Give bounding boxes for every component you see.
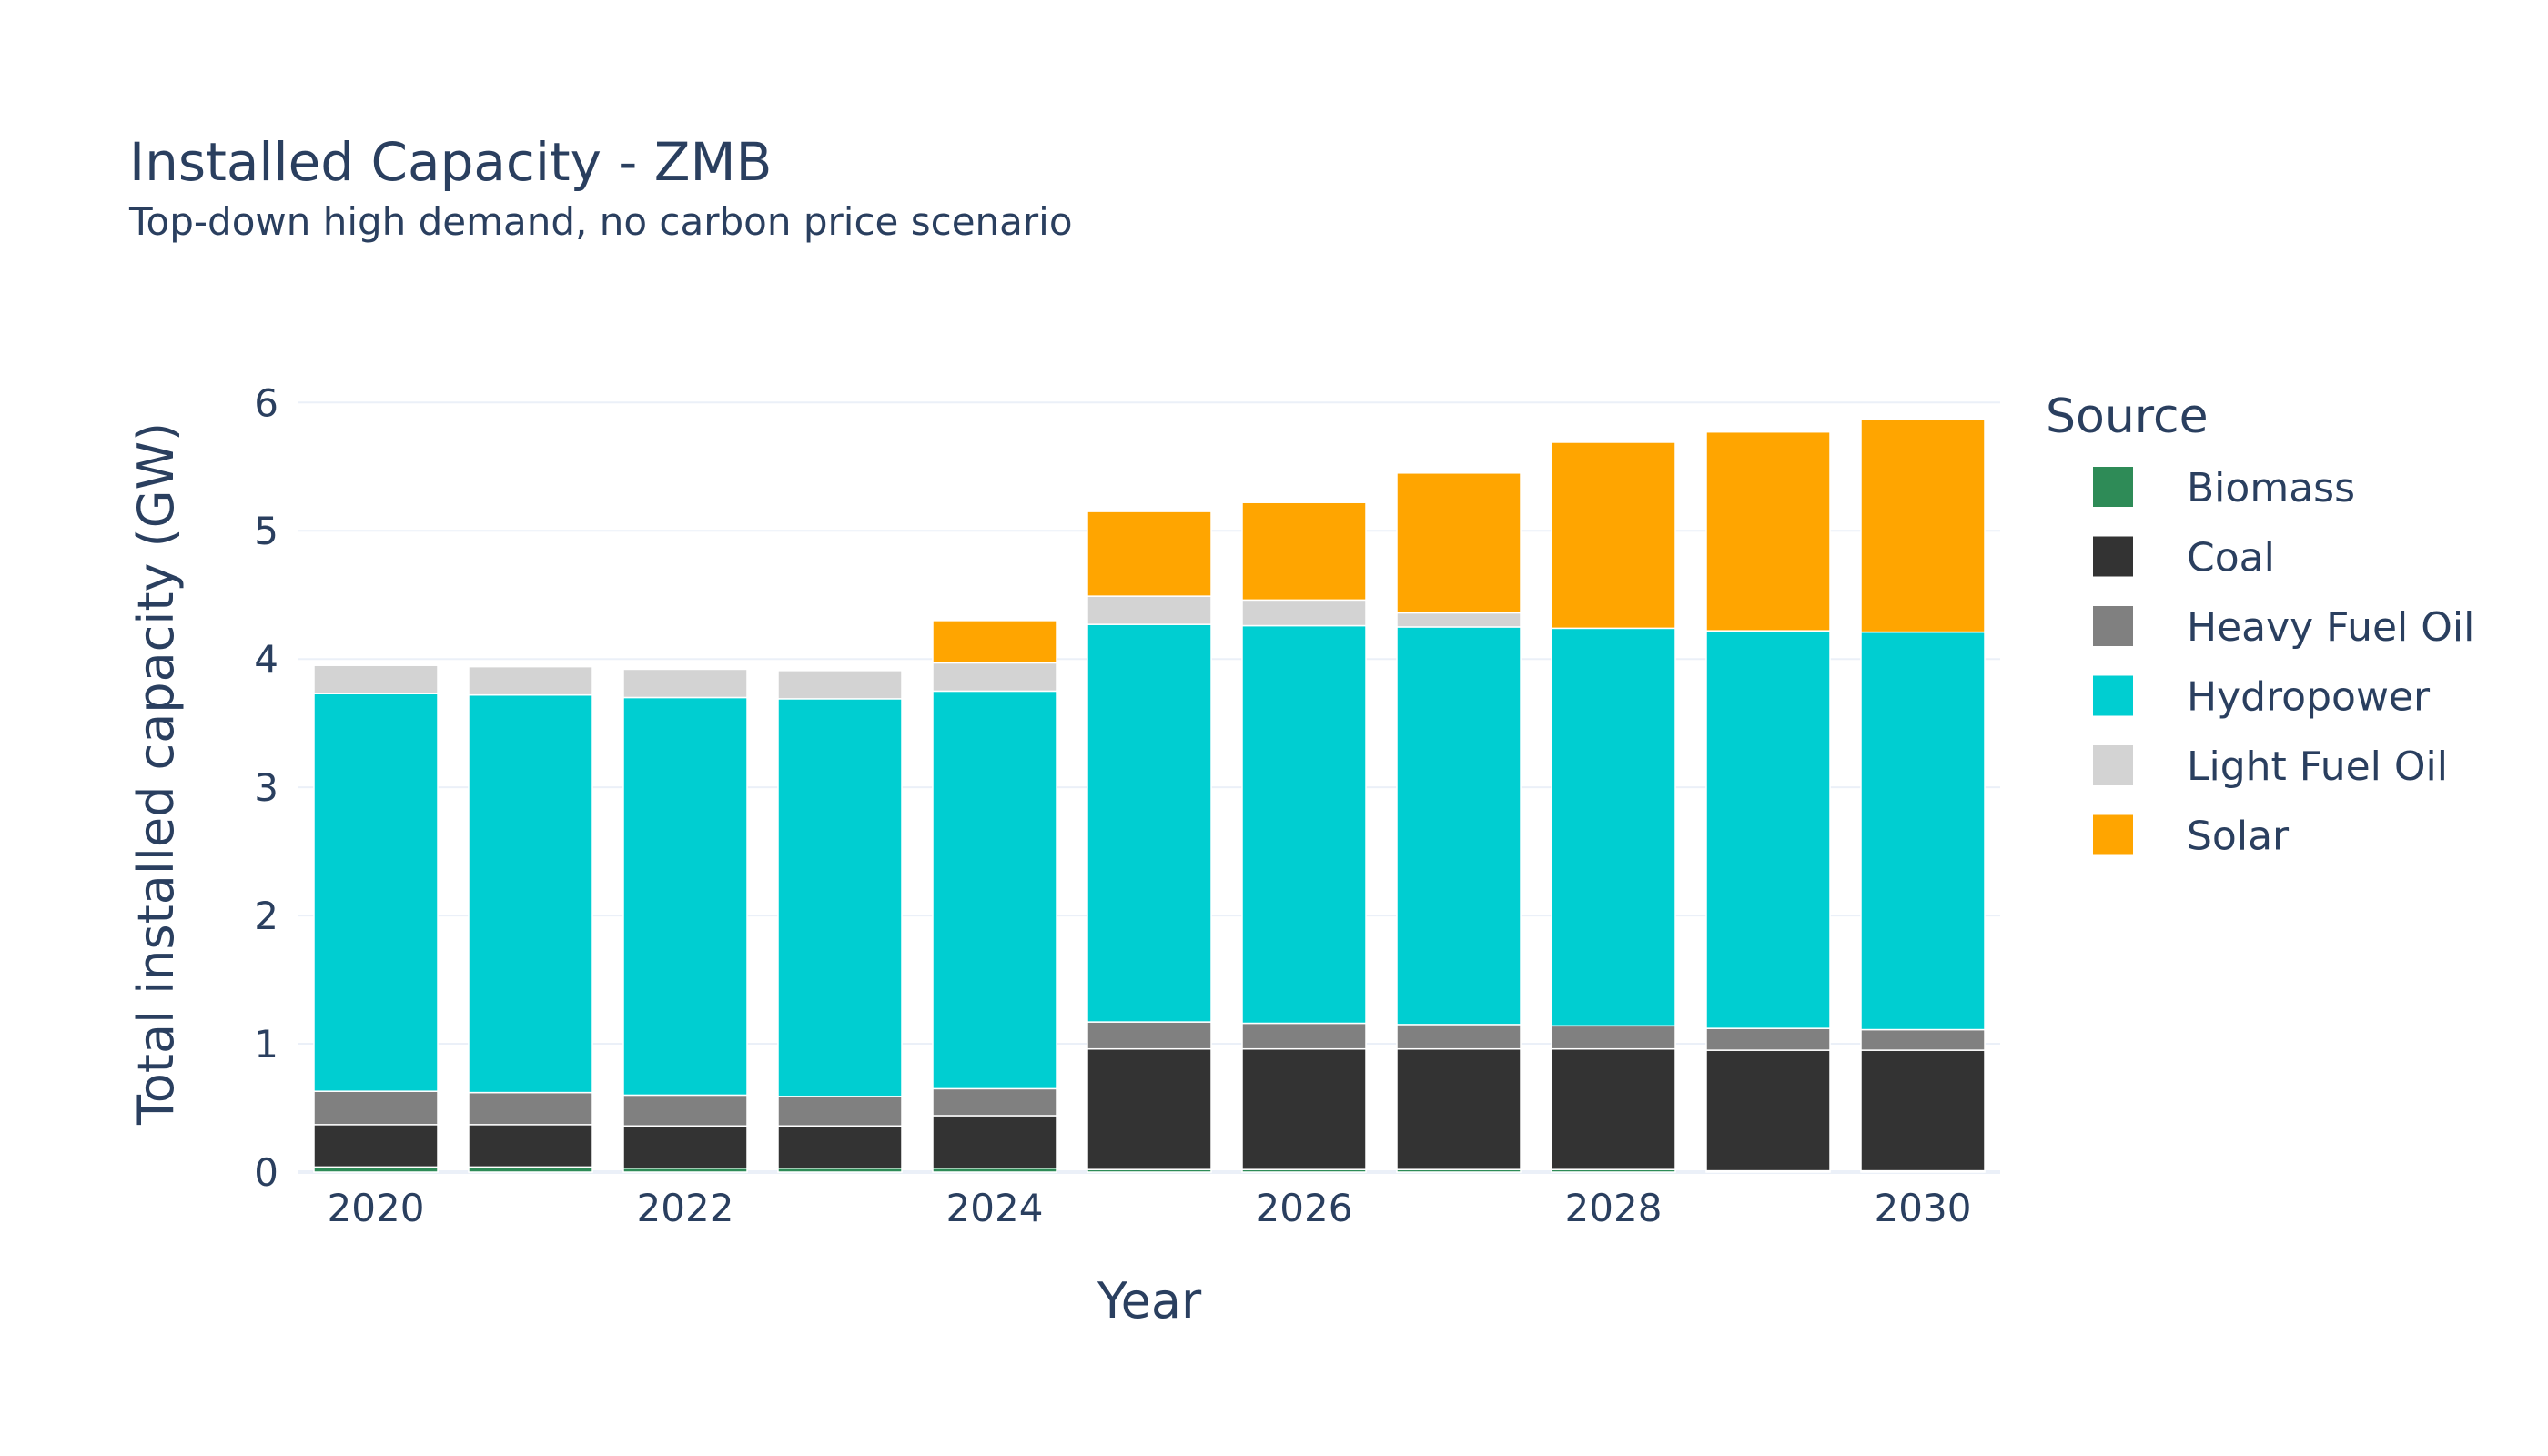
bars xyxy=(313,418,1986,1173)
bar-segment xyxy=(1241,599,1367,627)
y-tick-label: 2 xyxy=(254,894,278,938)
bar-segment xyxy=(1860,1028,1986,1051)
bar-segment xyxy=(1396,1024,1522,1050)
bar-segment xyxy=(1241,624,1367,1025)
y-tick-label: 1 xyxy=(254,1022,278,1067)
legend-swatch xyxy=(2093,467,2133,507)
bar-segment xyxy=(468,1166,593,1173)
legend-label: Biomass xyxy=(2187,465,2355,511)
bar-segment xyxy=(468,693,593,1094)
bar-segment xyxy=(777,1125,903,1169)
bar-segment xyxy=(1087,1021,1212,1050)
bar-segment xyxy=(777,670,903,700)
bar-segment xyxy=(932,1087,1057,1117)
bar-segment xyxy=(1551,627,1676,1027)
legend-swatch xyxy=(2093,675,2133,716)
bar-segment xyxy=(622,696,748,1097)
bar-segment xyxy=(932,662,1057,693)
x-tick-label: 2020 xyxy=(328,1186,425,1230)
bar-segment xyxy=(932,620,1057,664)
bar-segment xyxy=(1241,501,1367,602)
x-tick-label: 2028 xyxy=(1565,1186,1663,1230)
bar-segment xyxy=(468,1091,593,1126)
y-tick-label: 5 xyxy=(254,509,278,553)
bar-segment xyxy=(313,693,439,1092)
x-tick-label: 2030 xyxy=(1875,1186,1972,1230)
bar-segment xyxy=(1396,612,1522,628)
bar-segment xyxy=(313,1124,439,1168)
chart-title: Installed Capacity - ZMB xyxy=(129,131,772,193)
y-axis-title: Total installed capacity (GW) xyxy=(127,422,185,1126)
bar-segment xyxy=(313,1090,439,1126)
bar-segment xyxy=(622,1125,748,1169)
bar-segment xyxy=(1860,1049,1986,1172)
bar-segment xyxy=(1241,1022,1367,1050)
bar-segment xyxy=(1705,430,1831,632)
legend-swatch xyxy=(2093,814,2133,855)
bar-segment xyxy=(1396,1047,1522,1170)
y-tick-label: 6 xyxy=(254,380,278,425)
bar-segment xyxy=(777,1096,903,1127)
legend-label: Solar xyxy=(2187,814,2290,860)
y-tick-label: 3 xyxy=(254,765,278,810)
x-tick-label: 2024 xyxy=(946,1186,1044,1230)
legend-title: Source xyxy=(2046,389,2209,444)
bar-segment xyxy=(1860,418,1986,633)
bar-segment xyxy=(622,1094,748,1127)
x-tick-label: 2022 xyxy=(637,1186,734,1230)
bar-segment xyxy=(1087,1047,1212,1170)
bar-segment xyxy=(468,665,593,696)
legend-swatch xyxy=(2093,536,2133,577)
bar-segment xyxy=(1396,472,1522,614)
bar-segment xyxy=(1087,511,1212,597)
bar-segment xyxy=(1551,1047,1676,1170)
y-axis-ticks: 0 1 2 3 4 5 6 xyxy=(254,380,278,1195)
bar-segment xyxy=(1705,1027,1831,1051)
bar-segment xyxy=(1705,630,1831,1029)
legend-swatch xyxy=(2093,606,2133,646)
legend-label: Light Fuel Oil xyxy=(2187,743,2448,790)
bar-segment xyxy=(468,1124,593,1168)
bar-segment xyxy=(932,1115,1057,1169)
y-tick-label: 0 xyxy=(254,1150,278,1195)
bar-segment xyxy=(777,698,903,1097)
bar-segment xyxy=(1551,441,1676,630)
y-tick-label: 4 xyxy=(254,637,278,682)
bar-segment xyxy=(1860,631,1986,1031)
legend-label: Coal xyxy=(2187,535,2275,581)
x-axis-title: Year xyxy=(1097,1272,1202,1330)
bar-segment xyxy=(622,668,748,699)
legend-swatch xyxy=(2093,745,2133,785)
legend: Source Biomass Coal Heavy Fuel Oil Hydropow… xyxy=(2046,389,2474,860)
x-axis-ticks: 2020 2022 2024 2026 2028 2030 xyxy=(328,1186,1972,1230)
legend-label: Heavy Fuel Oil xyxy=(2187,604,2474,651)
bar-segment xyxy=(1087,595,1212,625)
bar-segment xyxy=(1705,1049,1831,1172)
bar-segment xyxy=(1551,1025,1676,1050)
bar-segment xyxy=(1087,623,1212,1023)
bar-segment xyxy=(1396,626,1522,1026)
bar-segment xyxy=(932,690,1057,1090)
chart-subtitle: Top-down high demand, no carbon price sc… xyxy=(128,199,1073,244)
bar-segment xyxy=(313,664,439,694)
bar-segment xyxy=(1241,1047,1367,1170)
bar-segment xyxy=(313,1166,439,1173)
legend-label: Hydropower xyxy=(2187,674,2431,721)
x-tick-label: 2026 xyxy=(1256,1186,1353,1230)
